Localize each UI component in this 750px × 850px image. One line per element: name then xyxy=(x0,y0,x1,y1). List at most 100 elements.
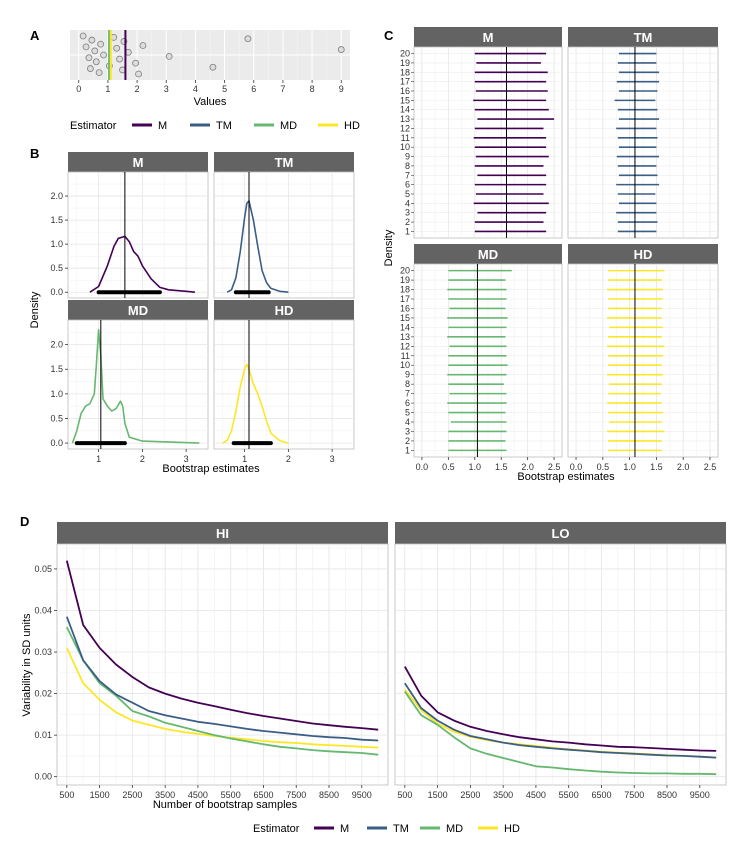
panel-c-tick-label: 2.5 xyxy=(548,462,561,472)
panel-a-point xyxy=(91,47,99,55)
panel-c-tick-label: 2.0 xyxy=(521,462,534,472)
facet-strip-label: TM xyxy=(275,155,294,170)
panel-c-tick-label: 10 xyxy=(400,142,410,152)
panel-c-tick-label: 10 xyxy=(400,360,410,370)
panel-tag-d: D xyxy=(20,514,29,529)
panel-b-tick-label: 3 xyxy=(184,454,189,464)
panel-c-tick-label: 2 xyxy=(405,217,410,227)
panel-d-tick-label: 500 xyxy=(397,790,412,800)
panel-c-tick-label: 12 xyxy=(400,123,410,133)
panel-b-background xyxy=(67,171,209,299)
legend-top-title: Estimator xyxy=(70,120,117,132)
panel-d-tick-label: 9500 xyxy=(690,790,710,800)
panel-c-tick-label: 9 xyxy=(405,152,410,162)
panel-a-point xyxy=(88,36,96,44)
panel-d-tick-label: 5500 xyxy=(221,790,241,800)
panel-c-tick-label: 14 xyxy=(400,322,410,332)
panel-c-tick-label: 12 xyxy=(400,341,410,351)
facet-strip xyxy=(214,152,354,172)
facet-strip-label: HD xyxy=(634,247,653,262)
panel-tag-c: C xyxy=(384,28,394,43)
panel-c-tick-label: 1.0 xyxy=(469,462,482,472)
panel-d-series-line xyxy=(404,690,717,776)
panel-a-tick-label: 7 xyxy=(280,84,285,94)
facet-strip-label: HD xyxy=(275,303,294,318)
panel-d-tick-label: 3500 xyxy=(155,790,175,800)
panel-c-tick-label: 0.5 xyxy=(442,462,455,472)
panel-a-point xyxy=(82,43,90,51)
panel-c-tick-label: 14 xyxy=(400,105,410,115)
panel-d-variability: Variability in SD units HI 500 1500 2500 3500… xyxy=(21,522,727,811)
panel-d-tick-label: 7500 xyxy=(624,790,644,800)
panel-a-point xyxy=(165,52,173,60)
panel-c-tick-label: 17 xyxy=(400,294,410,304)
panel-c-tick-label: 7 xyxy=(405,389,410,399)
panel-b-background xyxy=(67,319,209,450)
panel-d-series-line xyxy=(404,682,717,759)
panel-c-tick-label: 19 xyxy=(400,275,410,285)
panel-b-tick-label: 1.5 xyxy=(50,215,63,225)
panel-a-point xyxy=(132,59,140,67)
legend-bottom-title: Estimator xyxy=(253,823,300,835)
facet-strip-label: TM xyxy=(634,30,653,45)
panel-a-tick-label: 3 xyxy=(164,84,169,94)
legend-label: M xyxy=(158,120,167,132)
panel-a-point xyxy=(337,46,345,53)
panel-d-tick-label: 5500 xyxy=(559,790,579,800)
panel-c-tick-label: 13 xyxy=(400,332,410,342)
panel-a-tick-label: 4 xyxy=(193,84,198,94)
panel-a-tick-label: 9 xyxy=(339,84,344,94)
panel-d-tick-label: 9500 xyxy=(352,790,372,800)
panel-a-tick-label: 2 xyxy=(135,84,140,94)
panel-c-tick-label: 0.0 xyxy=(416,462,429,472)
panel-a-point xyxy=(116,55,123,63)
facet-strip-label: HI xyxy=(216,526,229,541)
legend-label: M xyxy=(340,823,349,835)
panel-d-tick-label: 1500 xyxy=(428,790,448,800)
panel-c-tick-label: 1 xyxy=(405,445,410,455)
panel-a-point xyxy=(85,54,93,62)
panel-c-tick-label: 0.5 xyxy=(597,462,610,472)
panel-c-tick-label: 1.0 xyxy=(623,462,636,472)
panel-b-density-curve xyxy=(226,200,289,293)
panel-d-tick-label: 500 xyxy=(59,790,74,800)
panel-d-series-line xyxy=(65,626,379,756)
panel-b-tick-label: 2.0 xyxy=(50,340,63,350)
panel-c-tick-label: 20 xyxy=(400,266,410,276)
panel-c-intervals: DensityM1234567891011121314151617181920T… xyxy=(383,27,719,483)
panel-b-densities: Density M 0.0 0.5 1.0 1.5 2.0 TM MD 0.0 0.5 1.0 1.5 2… xyxy=(29,152,355,475)
panel-d-tick-label: 0.04 xyxy=(34,605,52,615)
panel-d-tick-label: 0.01 xyxy=(34,730,52,740)
panel-b-background xyxy=(213,319,355,450)
legend-label: MD xyxy=(280,120,297,132)
panel-c-tick-label: 11 xyxy=(401,351,410,361)
panel-d-tick-label: 0.05 xyxy=(34,564,52,574)
panel-d-tick-label: 1500 xyxy=(90,790,110,800)
panel-d-tick-label: 8500 xyxy=(319,790,339,800)
facet-strip xyxy=(68,300,208,320)
legend-label: HD xyxy=(504,823,520,835)
panel-a-point xyxy=(87,65,94,72)
panel-c-tick-label: 16 xyxy=(400,303,410,313)
panel-b-tick-label: 0.0 xyxy=(50,287,63,297)
panel-c-tick-label: 8 xyxy=(405,379,410,389)
legend-label: HD xyxy=(344,120,360,132)
facet-strip-label: LO xyxy=(551,526,569,541)
panel-c-tick-label: 1.5 xyxy=(650,462,663,472)
panel-d-tick-label: 6500 xyxy=(253,790,273,800)
panel-a-tick-label: 5 xyxy=(222,84,227,94)
panel-c-tick-label: 11 xyxy=(401,133,410,143)
panel-d-x-title: Number of bootstrap samples xyxy=(153,799,298,811)
panel-a-point xyxy=(92,58,100,66)
panel-d-tick-label: 4500 xyxy=(188,790,208,800)
panel-c-tick-label: 13 xyxy=(400,114,410,124)
panel-a-point xyxy=(209,63,217,71)
panel-a-point xyxy=(97,40,105,48)
panel-b-tick-label: 1.0 xyxy=(50,239,63,249)
panel-b-x-title: Bootstrap estimates xyxy=(162,463,260,475)
panel-c-tick-label: 2.5 xyxy=(704,462,717,472)
panel-b-tick-label: 0.5 xyxy=(50,263,63,273)
panel-b-tick-label: 0.5 xyxy=(50,413,63,423)
panel-b-tick-label: 2 xyxy=(286,454,291,464)
